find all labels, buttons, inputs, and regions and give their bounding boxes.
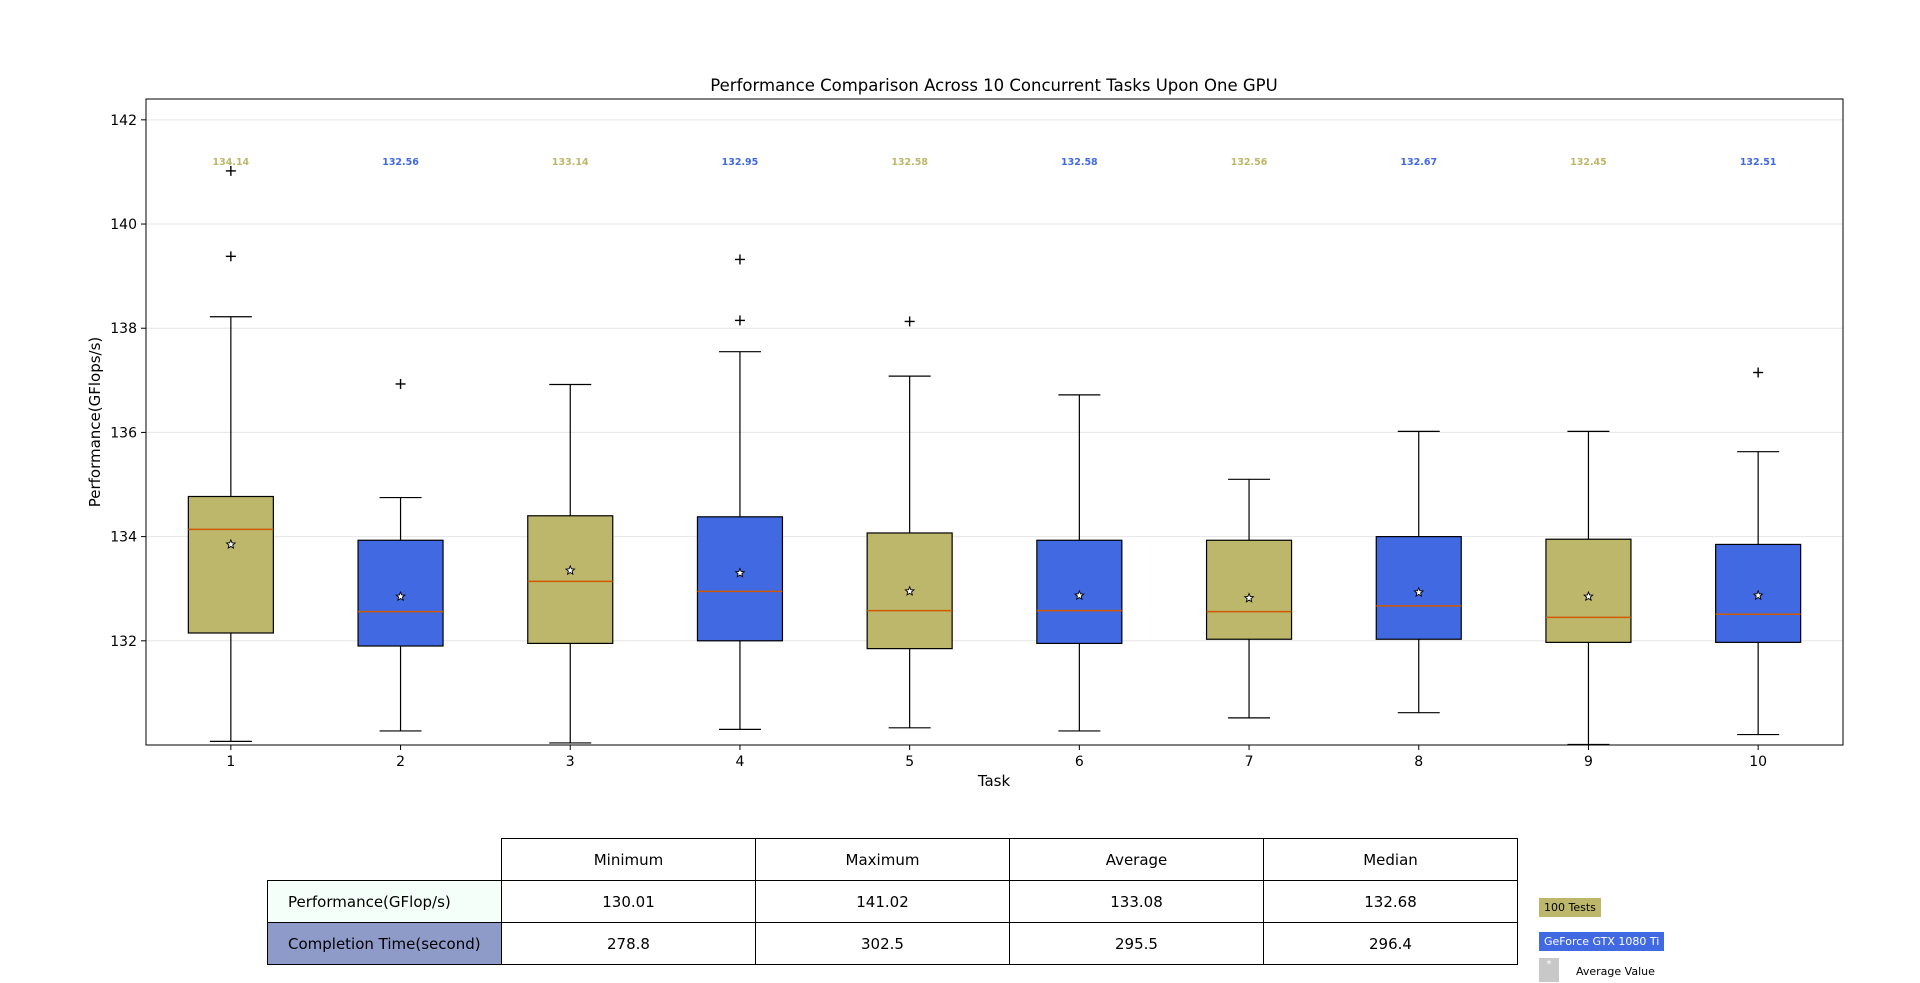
- table-header-maximum: Maximum: [755, 838, 1010, 881]
- table-row-completion-time: Completion Time(second) 278.8 302.5 295.…: [267, 922, 1518, 965]
- table-cell: 133.08: [1009, 880, 1264, 923]
- legend-tests: 100 Tests: [1539, 898, 1601, 917]
- table-header-minimum: Minimum: [501, 838, 756, 881]
- boxes: 134.14 132.56 133.14 132.95 132.58 132.58 132.…: [187, 157, 1802, 746]
- x-tick-label: 4: [735, 754, 744, 770]
- row-label-completion-time: Completion Time(second): [267, 922, 502, 965]
- y-tick-label: 140: [110, 217, 137, 233]
- table-header-row: Minimum Maximum Average Median: [268, 838, 1518, 881]
- table-corner: [268, 839, 502, 881]
- y-tick-label: 136: [110, 425, 137, 441]
- table-cell: 130.01: [501, 880, 756, 923]
- row-label-performance: Performance(GFlop/s): [267, 880, 502, 923]
- table-cell: 141.02: [755, 880, 1010, 923]
- plot-frame: [145, 98, 1844, 746]
- outlier-marker: [225, 251, 236, 262]
- chart-title: Performance Comparison Across 10 Concurr…: [710, 76, 1277, 95]
- box-task-9: [1545, 538, 1632, 643]
- outlier-marker: [395, 378, 406, 389]
- median-value-label: 132.56: [382, 157, 419, 168]
- mean-marker: [1243, 592, 1255, 603]
- box-task-4: [696, 516, 784, 642]
- median-value-label: 132.67: [1400, 157, 1437, 168]
- mean-marker: [1413, 586, 1425, 597]
- outlier-marker: [904, 316, 915, 327]
- table-cell: 132.68: [1263, 880, 1518, 923]
- statistics-table: Minimum Maximum Average Median Performan…: [267, 838, 1518, 965]
- mean-marker: [1073, 589, 1085, 601]
- x-tick-label: 9: [1584, 754, 1593, 770]
- outlier-marker: [1753, 367, 1764, 378]
- x-tick-label: 8: [1414, 754, 1423, 770]
- median-value-label: 134.14: [213, 157, 250, 168]
- y-tick-label: 138: [110, 321, 137, 337]
- outlier-marker: [734, 254, 745, 265]
- y-axis-label: Performance(GFlops/s): [86, 337, 104, 508]
- table-cell: 295.5: [1009, 922, 1264, 965]
- mean-marker: [395, 590, 406, 602]
- median-value-label: 132.56: [1231, 157, 1268, 168]
- x-axis-ticks: 1 2 3 4 5 6 7 8 9 10: [226, 745, 1767, 770]
- box-task-3: [527, 515, 614, 645]
- table-header-median: Median: [1263, 838, 1518, 881]
- median-value-label: 132.45: [1570, 157, 1607, 168]
- median-value-label: 132.58: [891, 157, 928, 168]
- table-header-average: Average: [1009, 838, 1264, 881]
- y-tick-label: 142: [110, 113, 137, 129]
- box-task-1: [187, 495, 274, 634]
- x-tick-label: 7: [1245, 754, 1254, 770]
- mean-marker: [1583, 590, 1594, 602]
- y-tick-label: 134: [110, 530, 137, 546]
- box-task-7: [1205, 539, 1293, 640]
- mean-marker: [225, 538, 237, 550]
- x-tick-label: 3: [566, 754, 575, 770]
- legend-average-label: Average Value: [1576, 965, 1655, 978]
- y-axis-ticks: 132 134 136 138 140 142: [110, 113, 146, 650]
- x-tick-label: 1: [226, 754, 235, 770]
- median-value-label: 133.14: [552, 157, 589, 168]
- median-value-label: 132.95: [722, 157, 759, 168]
- x-tick-label: 5: [905, 754, 914, 770]
- x-tick-label: 2: [396, 754, 405, 770]
- mean-marker: [734, 567, 746, 578]
- outlier-marker: [225, 165, 236, 176]
- legend-average-swatch: *: [1539, 958, 1559, 982]
- table-row-performance: Performance(GFlop/s) 130.01 141.02 133.0…: [267, 880, 1518, 923]
- mean-marker: [564, 564, 576, 576]
- box-task-8: [1375, 536, 1462, 640]
- median-value-label: 132.51: [1740, 157, 1777, 168]
- table-cell: 278.8: [501, 922, 756, 965]
- outlier-marker: [734, 315, 745, 326]
- table-cell: 302.5: [755, 922, 1010, 965]
- legend-gpu: GeForce GTX 1080 Ti: [1539, 932, 1665, 951]
- mean-marker: [904, 585, 916, 596]
- x-tick-label: 10: [1749, 754, 1767, 770]
- x-tick-label: 6: [1075, 754, 1084, 770]
- x-axis-label: Task: [977, 772, 1011, 790]
- median-value-label: 132.58: [1061, 157, 1098, 168]
- table-cell: 296.4: [1263, 922, 1518, 965]
- y-tick-label: 132: [110, 634, 137, 650]
- mean-marker: [1752, 589, 1764, 601]
